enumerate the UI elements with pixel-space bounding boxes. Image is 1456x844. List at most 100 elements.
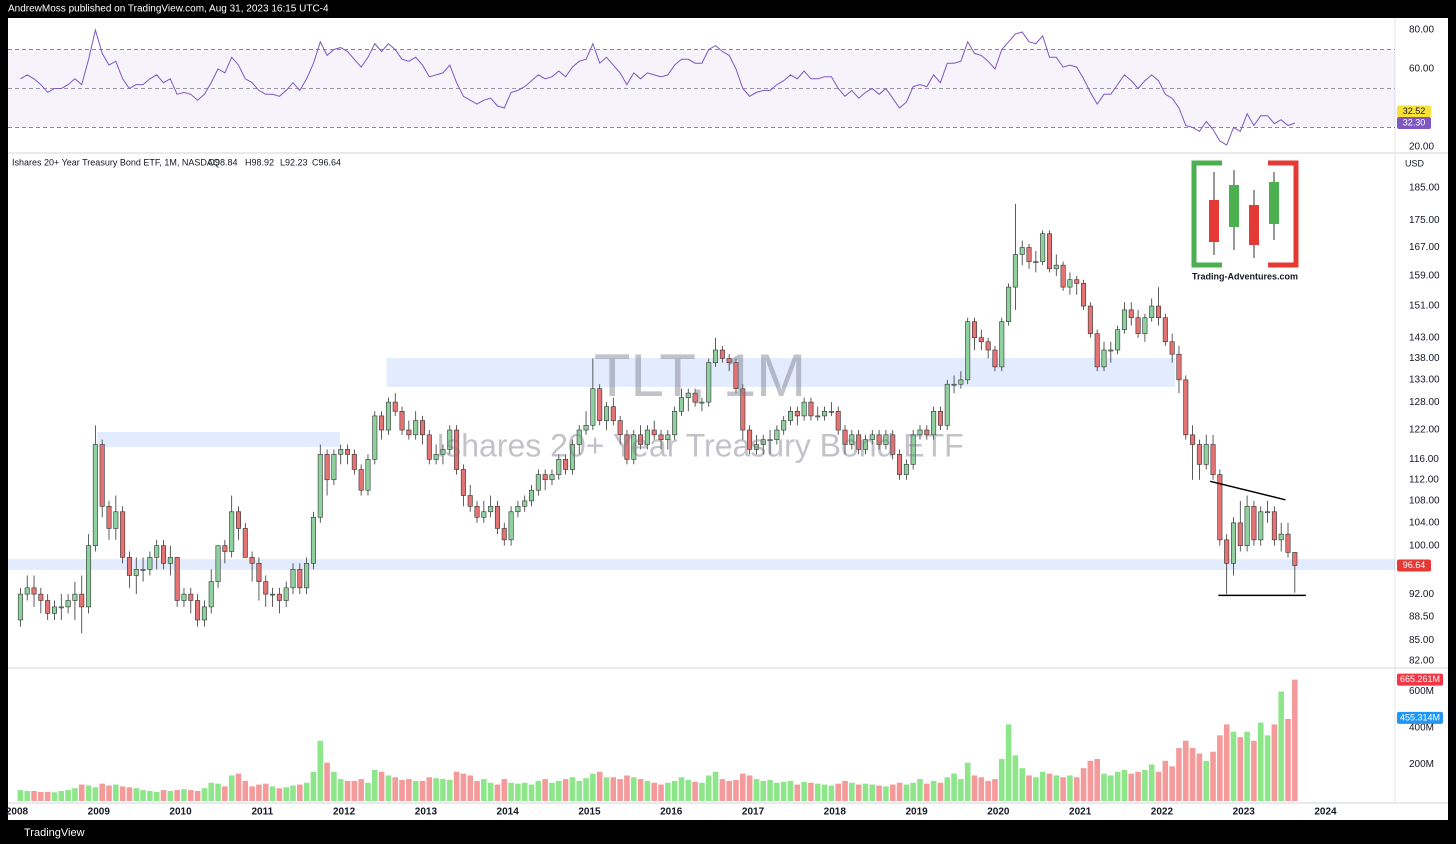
volume-bar <box>303 782 310 801</box>
candle-body <box>399 410 405 431</box>
candle-body <box>788 410 794 421</box>
candle-body <box>665 434 671 440</box>
y-tick-label: 92.00 <box>1409 589 1434 600</box>
volume-bar <box>72 788 78 801</box>
volume-bar <box>985 780 991 801</box>
candle-body <box>242 528 248 558</box>
candle-body <box>692 392 698 403</box>
x-tick-label: 2018 <box>824 807 847 818</box>
volume-bar <box>17 790 24 801</box>
volume-bar <box>290 785 296 801</box>
watermark-name: Ishares 20+ Year Treasury Bond ETF <box>436 427 963 463</box>
candle-body <box>597 388 603 421</box>
zone <box>8 559 1395 570</box>
candle-body <box>1244 506 1250 546</box>
volume-bar <box>1046 773 1053 801</box>
volume-bar <box>1264 735 1271 801</box>
volume-bar <box>590 773 596 801</box>
y-tick-label: 116.00 <box>1409 454 1439 465</box>
x-tick-label: 2023 <box>1233 807 1256 818</box>
volume-bar <box>187 790 194 801</box>
x-tick-label: 2012 <box>333 807 356 818</box>
volume-bar <box>1176 748 1182 801</box>
volume-bar <box>910 782 916 801</box>
logo-bracket <box>1268 160 1299 268</box>
y-tick-label: 20.00 <box>1409 142 1434 153</box>
volume-bar <box>106 785 112 801</box>
volume-bar <box>876 785 882 801</box>
volume-bar <box>1189 748 1196 801</box>
candle-body <box>494 506 500 529</box>
candle-body <box>1203 444 1209 465</box>
volume-bar <box>515 783 521 801</box>
candle-body <box>215 545 221 582</box>
candle-body <box>263 581 269 595</box>
rsi-line <box>20 28 1295 146</box>
candle-body <box>392 401 398 412</box>
candle-body <box>1224 539 1230 564</box>
volume-bar <box>494 784 501 801</box>
candle-body <box>1053 264 1059 270</box>
candle-body <box>651 429 657 436</box>
candle-body <box>617 420 623 436</box>
candle-body <box>794 410 800 417</box>
candle-body <box>188 593 194 601</box>
volume-bar <box>85 785 92 801</box>
volume-bar <box>705 775 712 801</box>
candle-body <box>719 349 725 359</box>
volume-bar <box>760 780 767 801</box>
candle-body <box>406 429 412 436</box>
x-tick-label: 2008 <box>6 807 29 818</box>
volume-bar <box>160 790 167 801</box>
candle-body <box>767 439 773 441</box>
x-tick-label: 2019 <box>905 807 928 818</box>
candle-body <box>365 459 371 491</box>
candle-body <box>222 545 228 552</box>
y-tick-label: 138.00 <box>1409 353 1440 364</box>
volume-bar <box>917 779 923 801</box>
candle-body <box>1278 533 1284 541</box>
candle-body <box>1067 279 1073 288</box>
x-tick-label: 2013 <box>415 807 438 818</box>
volume-bar <box>596 771 603 801</box>
legend-low: L92.23 <box>280 157 308 167</box>
candle-body <box>740 388 746 431</box>
volume-bar <box>1005 724 1012 801</box>
volume-bar <box>249 786 255 801</box>
candle-body <box>147 557 153 570</box>
trendline <box>1209 480 1286 501</box>
candle-body <box>385 401 391 431</box>
candle-body <box>31 587 37 595</box>
x-tick-label: 2015 <box>578 807 601 818</box>
y-tick-label: 112.00 <box>1409 474 1439 485</box>
candle-body <box>283 587 289 601</box>
y-tick-label: 122.00 <box>1409 425 1440 436</box>
candle-body <box>999 321 1005 368</box>
candle-body <box>474 506 480 518</box>
volume-bar <box>1094 759 1100 801</box>
volume-bar <box>1278 691 1284 801</box>
volume-bar <box>181 789 187 801</box>
volume-bar <box>835 783 842 801</box>
volume-bar <box>828 785 835 801</box>
candle-body <box>413 420 419 436</box>
volume-bar <box>685 780 692 801</box>
x-tick-label: 2020 <box>987 807 1010 818</box>
candle-body <box>931 410 937 436</box>
y-tick-label: 200M <box>1409 759 1434 770</box>
volume-bar <box>399 780 405 801</box>
volume-bar <box>269 786 276 801</box>
candle-body <box>590 388 596 426</box>
volume-bar <box>460 773 467 801</box>
y-tick-label: 143.00 <box>1409 332 1440 343</box>
volume-bar <box>889 784 896 801</box>
chart-area <box>8 18 1448 820</box>
logo-candle <box>1209 200 1219 242</box>
candle-body <box>351 454 357 470</box>
volume-bar <box>194 790 201 801</box>
candle-body <box>372 415 378 460</box>
candle-body <box>1169 341 1175 355</box>
candle-body <box>569 444 575 470</box>
candle-body <box>556 459 562 475</box>
volume-bar <box>501 779 508 801</box>
